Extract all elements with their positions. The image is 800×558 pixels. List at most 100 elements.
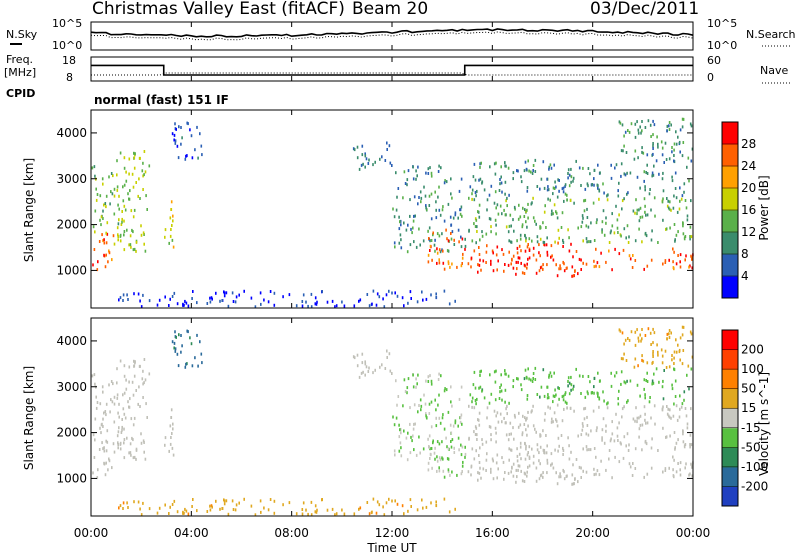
scatter-cell	[128, 365, 131, 369]
scatter-cell	[117, 222, 120, 226]
scatter-cell	[673, 402, 675, 406]
scatter-cell	[645, 234, 648, 238]
scatter-cell	[415, 177, 417, 181]
scatter-cell	[639, 423, 642, 427]
scatter-cell	[457, 216, 459, 220]
scatter-cell	[117, 441, 119, 445]
scatter-cell	[170, 436, 172, 439]
scatter-cell	[102, 417, 104, 421]
scatter-cell	[488, 193, 491, 197]
scatter-cell	[518, 464, 521, 468]
scatter-cell	[686, 214, 689, 218]
scatter-cell	[133, 500, 135, 504]
scatter-cell	[627, 399, 629, 403]
scatter-cell	[99, 194, 102, 198]
scatter-cell	[92, 263, 94, 267]
scatter-cell	[653, 196, 656, 200]
scatter-cell	[361, 144, 364, 148]
scatter-cell	[680, 405, 683, 409]
scatter-cell	[543, 418, 546, 422]
scatter-cell	[626, 192, 628, 196]
scatter-cell	[490, 433, 492, 437]
scatter-cell	[525, 236, 527, 240]
scatter-cell	[531, 380, 534, 383]
scatter-cell	[494, 380, 497, 384]
scatter-cell	[538, 451, 540, 455]
scatter-cell	[182, 302, 184, 306]
scatter-cell	[470, 256, 473, 260]
scatter-cell	[481, 438, 483, 442]
scatter-cell	[425, 505, 428, 509]
scatter-cell	[557, 449, 559, 453]
scatter-cell	[406, 250, 409, 254]
scatter-cell	[381, 363, 383, 367]
scatter-cell	[528, 445, 531, 449]
scatter-cell	[582, 469, 584, 473]
scatter-cell	[485, 232, 488, 236]
colorbar-segment	[722, 349, 738, 370]
scatter-cell	[592, 201, 595, 205]
scatter-cell	[116, 434, 119, 438]
scatter-cell	[492, 477, 495, 481]
scatter-cell	[103, 461, 105, 465]
scatter-cell	[644, 231, 647, 235]
scatter-cell	[105, 253, 107, 257]
scatter-cell	[500, 181, 503, 185]
scatter-cell	[665, 158, 668, 161]
scatter-cell	[623, 380, 626, 384]
scatter-cell	[438, 393, 440, 397]
scatter-cell	[474, 191, 477, 194]
scatter-cell	[475, 194, 477, 198]
scatter-cell	[436, 469, 438, 473]
scatter-cell	[215, 499, 217, 503]
scatter-cell	[636, 175, 639, 179]
scatter-cell	[681, 117, 684, 121]
scatter-cell	[551, 417, 553, 421]
scatter-cell	[527, 257, 529, 261]
scatter-cell	[117, 203, 119, 207]
scatter-cell	[169, 505, 171, 509]
scatter-cell	[425, 204, 427, 208]
scatter-cell	[105, 461, 107, 465]
scatter-cell	[681, 333, 684, 337]
scatter-cell	[178, 333, 180, 337]
scatter-cell	[492, 251, 494, 255]
scatter-cell	[623, 134, 625, 138]
scatter-cell	[99, 426, 101, 430]
scatter-cell	[521, 271, 524, 275]
y-tick-label: 3000	[56, 380, 87, 394]
scatter-cell	[508, 193, 510, 197]
scatter-cell	[126, 501, 128, 505]
scatter-cell	[505, 199, 507, 203]
scatter-cell	[403, 221, 405, 225]
scatter-cell	[407, 223, 409, 227]
x-tick-label: 08:00	[274, 526, 309, 540]
scatter-cell	[508, 447, 510, 451]
scatter-cell	[528, 256, 531, 260]
scatter-cell	[682, 325, 685, 329]
scatter-cell	[139, 364, 141, 368]
scatter-cell	[400, 246, 403, 250]
scatter-cell	[580, 392, 582, 395]
scatter-cell	[555, 418, 557, 422]
scatter-cell	[610, 371, 612, 375]
scatter-cell	[666, 124, 669, 128]
scatter-cell	[103, 253, 105, 257]
scatter-cell	[356, 156, 359, 160]
scatter-cell	[562, 446, 564, 450]
scatter-cell	[653, 404, 656, 408]
scatter-cell	[670, 331, 672, 335]
scatter-cell	[358, 507, 360, 511]
scatter-cell	[128, 197, 131, 201]
scatter-cell	[406, 178, 409, 182]
scatter-cell	[133, 359, 135, 363]
scatter-cell	[616, 218, 619, 222]
scatter-cell	[626, 379, 628, 383]
scatter-cell	[528, 249, 531, 252]
scatter-cell	[402, 404, 404, 408]
scatter-cell	[527, 451, 529, 454]
scatter-cell	[526, 245, 529, 249]
scatter-cell	[621, 207, 623, 211]
scatter-cell	[652, 173, 655, 177]
scatter-cell	[135, 249, 137, 253]
